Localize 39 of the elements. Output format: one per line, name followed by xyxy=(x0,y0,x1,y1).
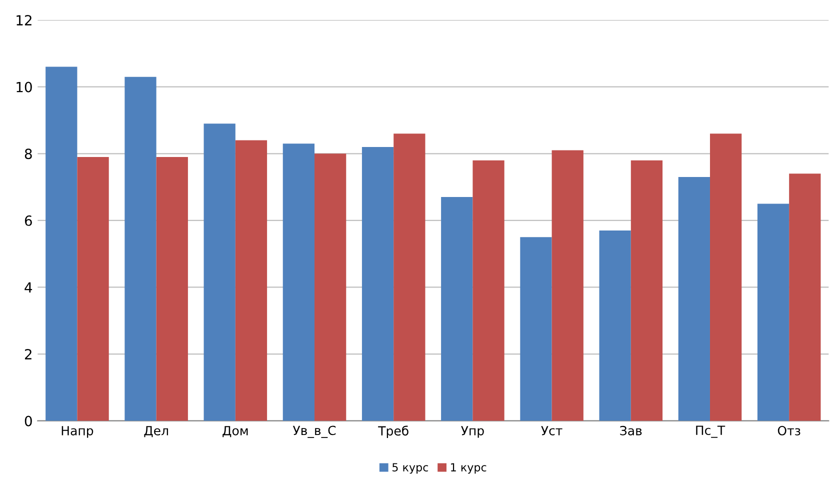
y-tick-label: 2 xyxy=(24,349,32,360)
bar xyxy=(678,177,710,421)
bar xyxy=(46,66,78,421)
x-tick-label: Отз xyxy=(778,426,800,436)
x-tick-label: Уст xyxy=(541,426,562,436)
x-tick-label: Дом xyxy=(222,426,248,438)
x-tick-label: Напр xyxy=(62,426,94,438)
bar xyxy=(282,144,315,421)
x-tick-label: Зав xyxy=(620,426,642,436)
y-tick-label: 12 xyxy=(16,15,32,26)
bar xyxy=(472,160,504,421)
bar xyxy=(599,230,631,421)
bar xyxy=(520,237,552,421)
bar xyxy=(552,150,584,421)
bar xyxy=(314,154,346,421)
x-tick-label: Ув_в_С xyxy=(292,426,336,438)
legend-label: 1 курс xyxy=(451,463,486,474)
y-tick-label: 0 xyxy=(24,416,32,426)
legend-label: 5 курс xyxy=(392,463,428,474)
bar xyxy=(441,197,473,421)
bar xyxy=(362,146,394,421)
bar xyxy=(394,134,426,421)
bar xyxy=(630,160,663,421)
bar xyxy=(77,156,109,421)
x-tick-label: Упр xyxy=(461,426,484,438)
bar xyxy=(156,156,188,421)
y-tick-label: 6 xyxy=(24,215,32,226)
y-tick-label: 8 xyxy=(24,148,32,160)
bar xyxy=(757,204,790,421)
x-tick-label: Пс_Т xyxy=(696,426,726,438)
bar xyxy=(235,140,268,421)
bar xyxy=(204,124,236,421)
x-tick-label: Дел xyxy=(144,426,168,438)
y-tick-label: 10 xyxy=(16,82,32,92)
bar xyxy=(789,174,821,421)
bar xyxy=(124,76,156,421)
y-tick-label: 4 xyxy=(24,282,32,293)
bar xyxy=(710,134,742,421)
x-tick-label: Треб xyxy=(378,426,408,438)
